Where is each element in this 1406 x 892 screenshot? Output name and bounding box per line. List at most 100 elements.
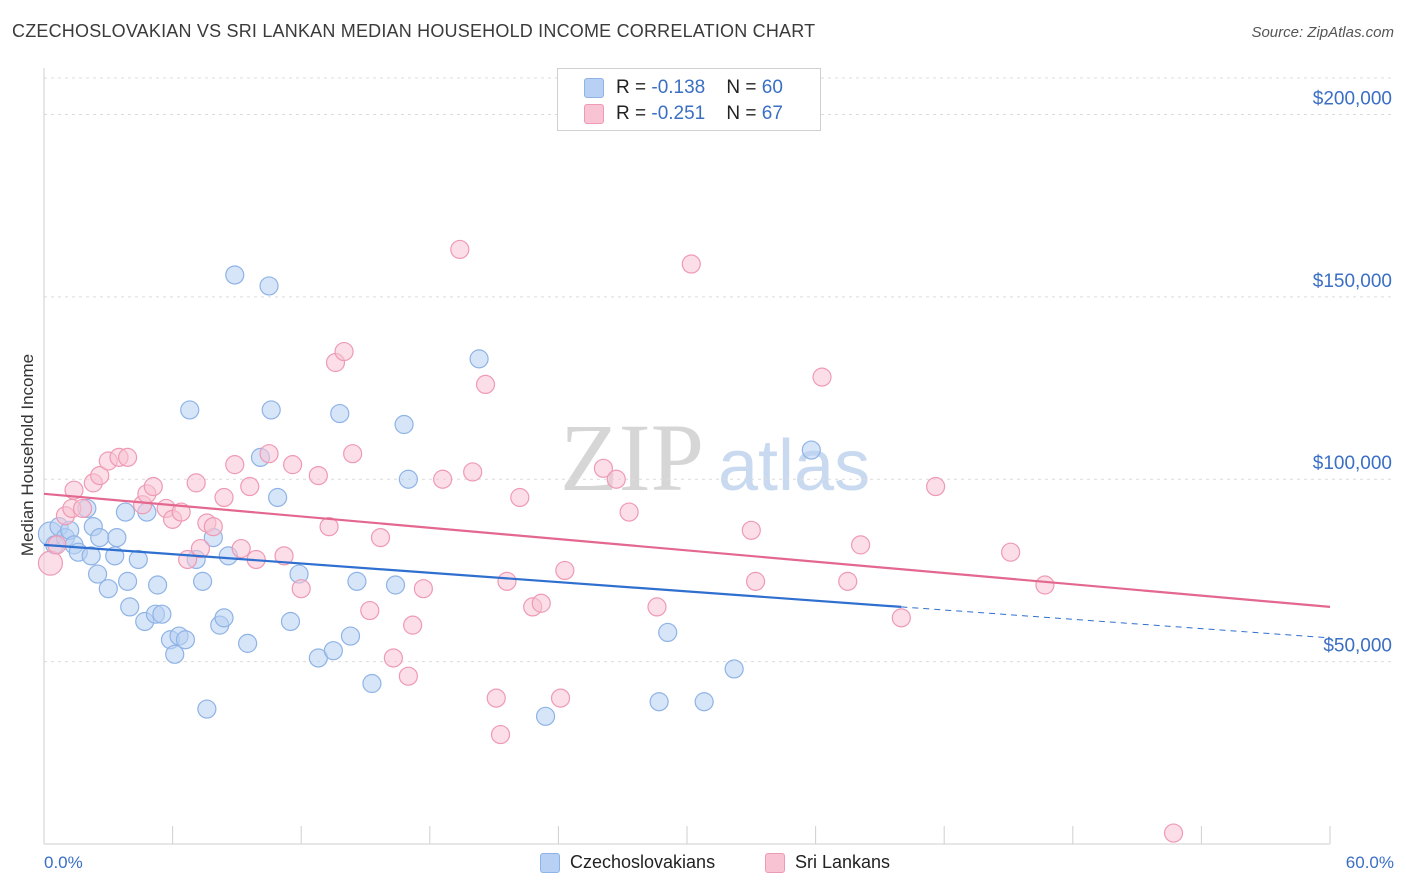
data-point — [370, 527, 391, 548]
data-point — [360, 600, 380, 621]
legend-label: Sri Lankans — [795, 852, 891, 872]
data-point — [531, 593, 551, 613]
correlation-legend: R = -0.138 N = 60 R = -0.251 N = 67 — [557, 68, 821, 131]
y-tick-label: $100,000 — [1313, 453, 1392, 474]
data-point — [98, 579, 118, 599]
y-tick-label: $50,000 — [1323, 636, 1392, 657]
data-point — [261, 400, 281, 420]
legend-r-value: -0.251 — [651, 103, 706, 124]
data-point — [180, 400, 200, 420]
data-point — [403, 615, 423, 635]
data-point — [535, 706, 556, 726]
data-point — [475, 374, 496, 394]
data-point — [81, 546, 101, 566]
data-point — [87, 564, 108, 584]
y-tick-label: $150,000 — [1313, 271, 1392, 292]
data-point — [117, 447, 138, 467]
trend-lines — [43, 492, 1331, 639]
data-point — [463, 462, 483, 482]
data-point — [745, 571, 766, 591]
data-point — [812, 367, 832, 387]
data-point — [330, 403, 350, 424]
data-point — [203, 517, 223, 537]
y-tick-labels: $50,000 $100,000 $150,000 $200,000 — [1313, 88, 1392, 656]
data-point — [926, 476, 946, 497]
data-point — [175, 630, 196, 650]
data-point — [171, 502, 191, 522]
axes — [43, 68, 1331, 845]
data-point — [891, 608, 911, 628]
data-point — [838, 571, 858, 591]
data-point — [152, 604, 172, 624]
data-point — [90, 465, 110, 486]
data-point — [647, 597, 667, 617]
data-point — [433, 469, 453, 489]
legend-label: Czechoslovakians — [570, 852, 716, 872]
data-point — [658, 622, 678, 643]
data-point — [120, 597, 140, 617]
data-point — [1035, 575, 1055, 595]
data-point — [115, 502, 136, 522]
watermark-atlas: atlas — [718, 426, 870, 506]
data-point — [606, 469, 626, 489]
data-point — [1163, 823, 1184, 843]
data-point — [283, 455, 303, 475]
data-point — [259, 444, 279, 464]
data-point — [274, 546, 294, 566]
data-point — [555, 560, 575, 581]
data-point — [550, 688, 571, 708]
data-point — [497, 571, 517, 591]
data-point — [259, 276, 279, 296]
data-point — [510, 487, 530, 508]
data-point — [362, 673, 382, 694]
data-point — [347, 571, 367, 591]
trend-line-czechoslovakians — [43, 543, 902, 609]
data-point — [383, 648, 403, 668]
data-point — [394, 414, 414, 435]
data-point — [280, 611, 301, 632]
data-point — [240, 476, 260, 497]
trend-line-czechoslovakians-extrapolated — [901, 606, 1331, 639]
watermark-zip: ZIP — [560, 404, 704, 511]
data-point — [165, 644, 185, 664]
x-tick-label-min: 0.0% — [44, 853, 83, 872]
data-point — [801, 440, 821, 460]
data-point — [385, 575, 406, 595]
data-point — [741, 520, 761, 540]
data-point — [64, 480, 84, 500]
data-point — [469, 349, 489, 369]
data-point — [72, 498, 93, 519]
data-point — [649, 692, 669, 712]
legend-n-value: 60 — [761, 77, 783, 98]
data-point — [190, 538, 211, 559]
data-point — [197, 699, 217, 719]
legend-r-label: R = — [616, 77, 652, 98]
data-point — [319, 517, 339, 537]
data-point — [486, 688, 506, 708]
data-point — [851, 535, 871, 555]
data-point — [308, 465, 328, 486]
data-point — [193, 571, 213, 591]
data-point — [593, 458, 614, 478]
data-point — [37, 550, 64, 576]
source-credit[interactable]: Source: ZipAtlas.com — [1251, 24, 1394, 41]
data-point — [128, 549, 148, 570]
data-point — [343, 444, 363, 464]
data-point — [291, 579, 311, 599]
data-point — [117, 571, 138, 591]
data-point — [143, 476, 163, 497]
data-point — [681, 254, 701, 274]
legend-r-value: -0.138 — [651, 77, 706, 98]
data-point — [90, 527, 110, 548]
data-point — [231, 538, 251, 559]
legend-n-label: N = — [726, 103, 762, 124]
legend-swatch-blue — [584, 78, 604, 98]
x-tick-label-max: 60.0% — [1345, 853, 1394, 872]
legend-n-value: 67 — [761, 103, 783, 124]
data-point — [186, 473, 206, 493]
data-point — [619, 502, 639, 522]
data-point — [398, 469, 418, 489]
legend-swatch-blue — [540, 853, 560, 873]
chart-title: CZECHOSLOVAKIAN VS SRI LANKAN MEDIAN HOU… — [12, 21, 816, 41]
